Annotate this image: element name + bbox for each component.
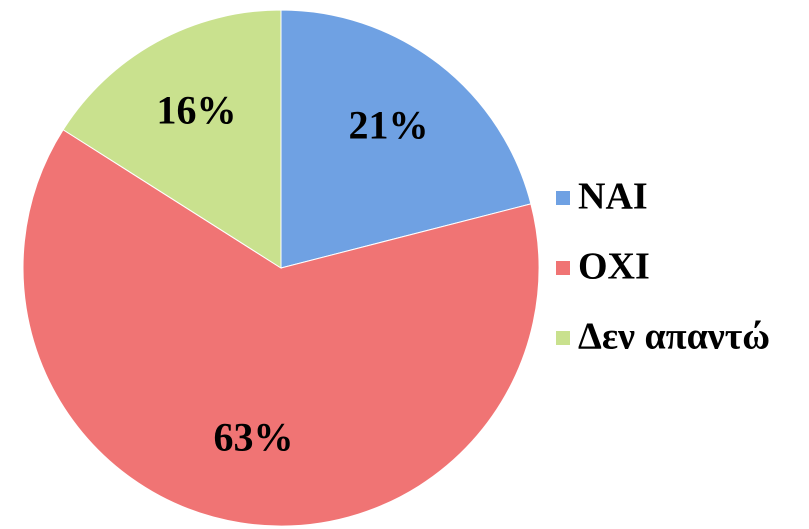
data-label: 63% xyxy=(214,414,294,459)
legend-swatch xyxy=(556,331,570,345)
pie-slice xyxy=(280,9,532,269)
legend-swatch xyxy=(556,191,570,205)
data-label: 21% xyxy=(349,103,429,148)
legend-label: Δεν απαντώ xyxy=(578,316,770,358)
legend-label: ΟΧΙ xyxy=(578,246,650,288)
legend-swatch xyxy=(556,261,570,275)
pie-slice xyxy=(62,9,282,269)
pie-slice xyxy=(22,129,540,527)
legend-label: ΝΑΙ xyxy=(578,176,648,218)
data-label: 16% xyxy=(156,87,236,132)
